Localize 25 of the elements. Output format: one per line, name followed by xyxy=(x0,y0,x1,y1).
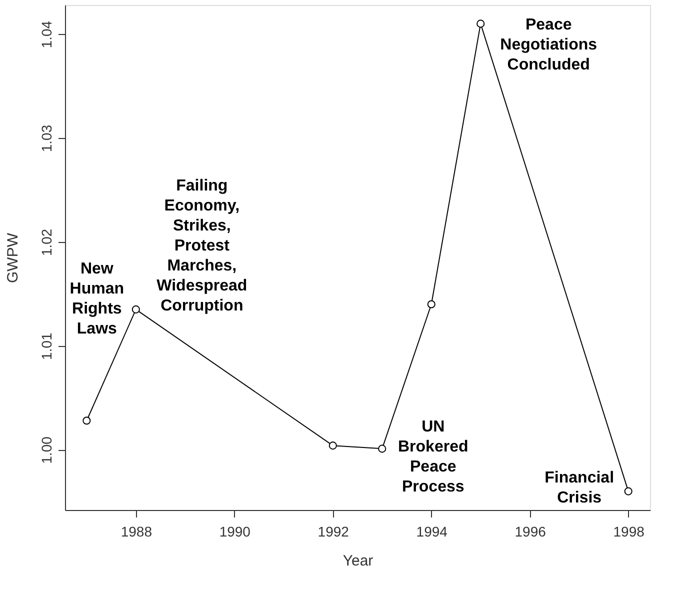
x-tick-label: 1990 xyxy=(219,524,251,540)
y-tick-label: 1.00 xyxy=(38,436,54,464)
annotation: New Human Rights Laws xyxy=(70,260,124,338)
point xyxy=(328,442,337,450)
x-tick-label: 1992 xyxy=(318,524,350,540)
y-tick-label: 1.01 xyxy=(38,332,54,360)
x-tick-label: 1998 xyxy=(613,524,645,540)
y-tick-label: 1.03 xyxy=(38,124,54,152)
x-tick-label: 1996 xyxy=(514,524,546,540)
annotation: UN Brokered Peace Process xyxy=(398,418,468,496)
x-axis-title: Year xyxy=(342,552,374,570)
annotation: Failing Economy, Strikes, Protest Marches, Widespread Corruption xyxy=(156,177,248,314)
point xyxy=(624,487,632,496)
point xyxy=(378,444,386,453)
x-tick-label: 1988 xyxy=(120,524,152,540)
y-tick-label: 1.02 xyxy=(38,228,54,256)
point xyxy=(427,300,436,308)
point xyxy=(82,416,91,425)
point xyxy=(476,20,485,28)
annotation: Financial Crisis xyxy=(544,469,614,506)
x-tick-label: 1994 xyxy=(416,524,448,540)
y-axis-title: GWPW xyxy=(4,232,22,283)
annotation: Peace Negotiations Concluded xyxy=(500,16,598,74)
point xyxy=(132,305,140,314)
y-tick-label: 1.04 xyxy=(38,20,54,48)
